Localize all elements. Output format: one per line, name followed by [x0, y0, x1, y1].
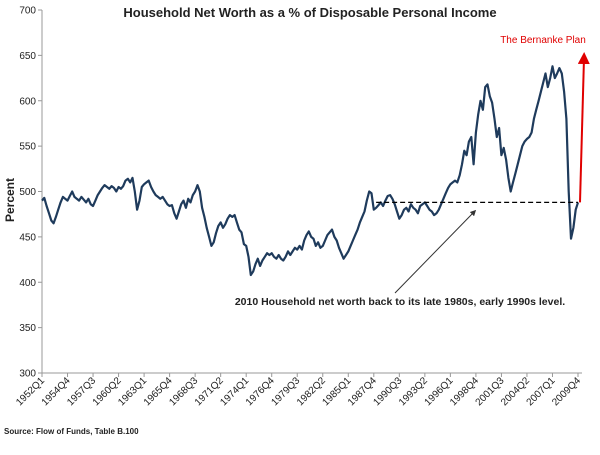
source: Source: Flow of Funds, Table B.100 — [4, 427, 139, 436]
line — [41, 65, 580, 277]
y-tick-label: 450 — [19, 232, 36, 243]
y-tick-label: 350 — [19, 323, 36, 334]
plan-label: The Bernanke Plan — [500, 35, 586, 46]
annotation-arrow — [394, 209, 477, 294]
y-tick-label: 500 — [19, 187, 36, 198]
plan-arrow — [577, 52, 590, 203]
x-tick-label: 2009Q4 — [550, 375, 583, 408]
y-tick-label: 600 — [19, 96, 36, 107]
y-axis-label: Percent — [3, 178, 17, 222]
annotation: 2010 Household net worth back to its lat… — [235, 296, 565, 308]
y-tick-label: 550 — [19, 142, 36, 153]
y-tick-label: 650 — [19, 51, 36, 62]
y-tick-label: 300 — [19, 369, 36, 380]
chart-title: Household Net Worth as a % of Disposable… — [123, 5, 496, 20]
y-tick-label: 700 — [19, 6, 36, 17]
y-tick-label: 400 — [19, 278, 36, 289]
